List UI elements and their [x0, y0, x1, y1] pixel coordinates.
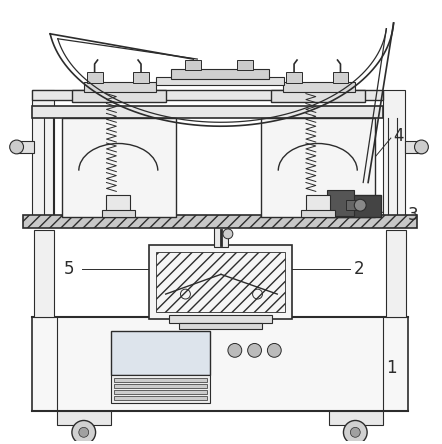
Bar: [286, 72, 302, 83]
Bar: [107, 195, 130, 213]
Bar: [84, 82, 156, 91]
Bar: [149, 245, 292, 319]
Text: 2: 2: [353, 260, 364, 278]
Circle shape: [223, 229, 233, 239]
Bar: [262, 118, 375, 217]
Circle shape: [343, 420, 367, 444]
Bar: [169, 315, 272, 323]
Bar: [17, 141, 34, 153]
Circle shape: [10, 140, 23, 154]
Bar: [179, 323, 263, 329]
Circle shape: [79, 428, 89, 437]
Bar: [114, 384, 207, 388]
Bar: [327, 195, 381, 217]
Bar: [186, 60, 201, 70]
Bar: [111, 375, 210, 403]
Bar: [114, 378, 207, 382]
Circle shape: [354, 199, 366, 211]
Bar: [111, 331, 210, 375]
Bar: [62, 118, 175, 217]
Bar: [57, 411, 111, 425]
Text: 1: 1: [386, 359, 396, 377]
Circle shape: [267, 344, 281, 357]
Bar: [237, 60, 252, 70]
Bar: [156, 77, 284, 85]
Text: 5: 5: [64, 260, 75, 278]
Bar: [271, 90, 365, 102]
Bar: [386, 230, 406, 317]
Bar: [102, 210, 135, 217]
Bar: [405, 141, 423, 153]
Bar: [347, 200, 360, 210]
Bar: [32, 90, 54, 218]
Bar: [72, 90, 166, 102]
Circle shape: [228, 344, 242, 357]
Bar: [283, 82, 355, 91]
Bar: [34, 230, 54, 317]
Bar: [214, 225, 228, 247]
Circle shape: [72, 420, 95, 444]
Bar: [114, 396, 207, 400]
Bar: [32, 107, 383, 118]
Bar: [23, 215, 418, 228]
Circle shape: [248, 344, 262, 357]
Bar: [301, 210, 335, 217]
Bar: [171, 69, 269, 79]
Text: 4: 4: [393, 127, 403, 145]
Bar: [133, 72, 149, 83]
Bar: [32, 90, 383, 99]
Text: 3: 3: [408, 206, 418, 224]
Circle shape: [415, 140, 428, 154]
Bar: [329, 411, 383, 425]
Circle shape: [351, 428, 360, 437]
Bar: [332, 72, 348, 83]
FancyArrowPatch shape: [376, 364, 385, 367]
Bar: [87, 72, 103, 83]
Bar: [156, 252, 285, 312]
Bar: [383, 90, 405, 218]
Bar: [306, 195, 330, 213]
Bar: [114, 390, 207, 394]
Bar: [327, 190, 354, 216]
Bar: [32, 317, 408, 411]
